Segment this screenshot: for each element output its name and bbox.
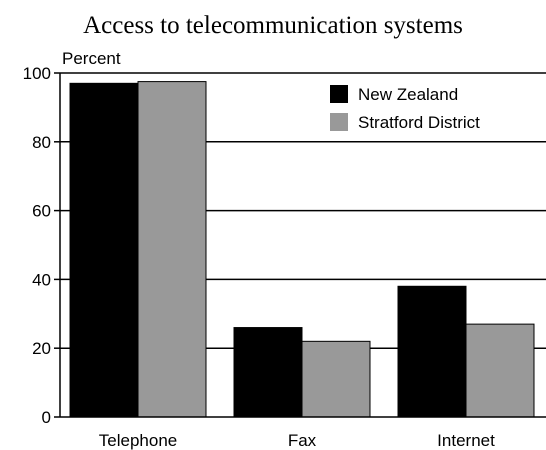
bars: [69, 81, 535, 418]
bar-internet-stratford-district: [465, 323, 535, 418]
bar-telephone-new-zealand: [69, 82, 139, 418]
y-tick-label: 0: [42, 408, 51, 427]
x-category-label: Internet: [437, 431, 495, 450]
legend-swatch: [330, 85, 348, 103]
y-tick-label: 80: [32, 133, 51, 152]
chart-title: Access to telecommunication systems: [83, 12, 463, 39]
bar-fax-new-zealand: [233, 327, 303, 418]
y-tick-label: 100: [23, 64, 51, 83]
x-category-label: Telephone: [99, 431, 177, 450]
y-axis-label: Percent: [62, 49, 121, 68]
y-tick-label: 60: [32, 202, 51, 221]
bar-telephone-stratford-district: [137, 81, 207, 418]
x-axis-categories: Telephone Fax Internet: [99, 431, 495, 450]
y-tick-label: 20: [32, 339, 51, 358]
legend-label: Stratford District: [358, 113, 480, 132]
y-axis-ticks: 0 20 40 60 80 100: [23, 64, 60, 427]
bar-internet-new-zealand: [397, 285, 467, 418]
legend-label: New Zealand: [358, 85, 458, 104]
x-category-label: Fax: [288, 431, 317, 450]
bar-fax-stratford-district: [301, 340, 371, 418]
legend: New Zealand Stratford District: [330, 85, 480, 132]
legend-swatch: [330, 113, 348, 131]
y-tick-label: 40: [32, 270, 51, 289]
